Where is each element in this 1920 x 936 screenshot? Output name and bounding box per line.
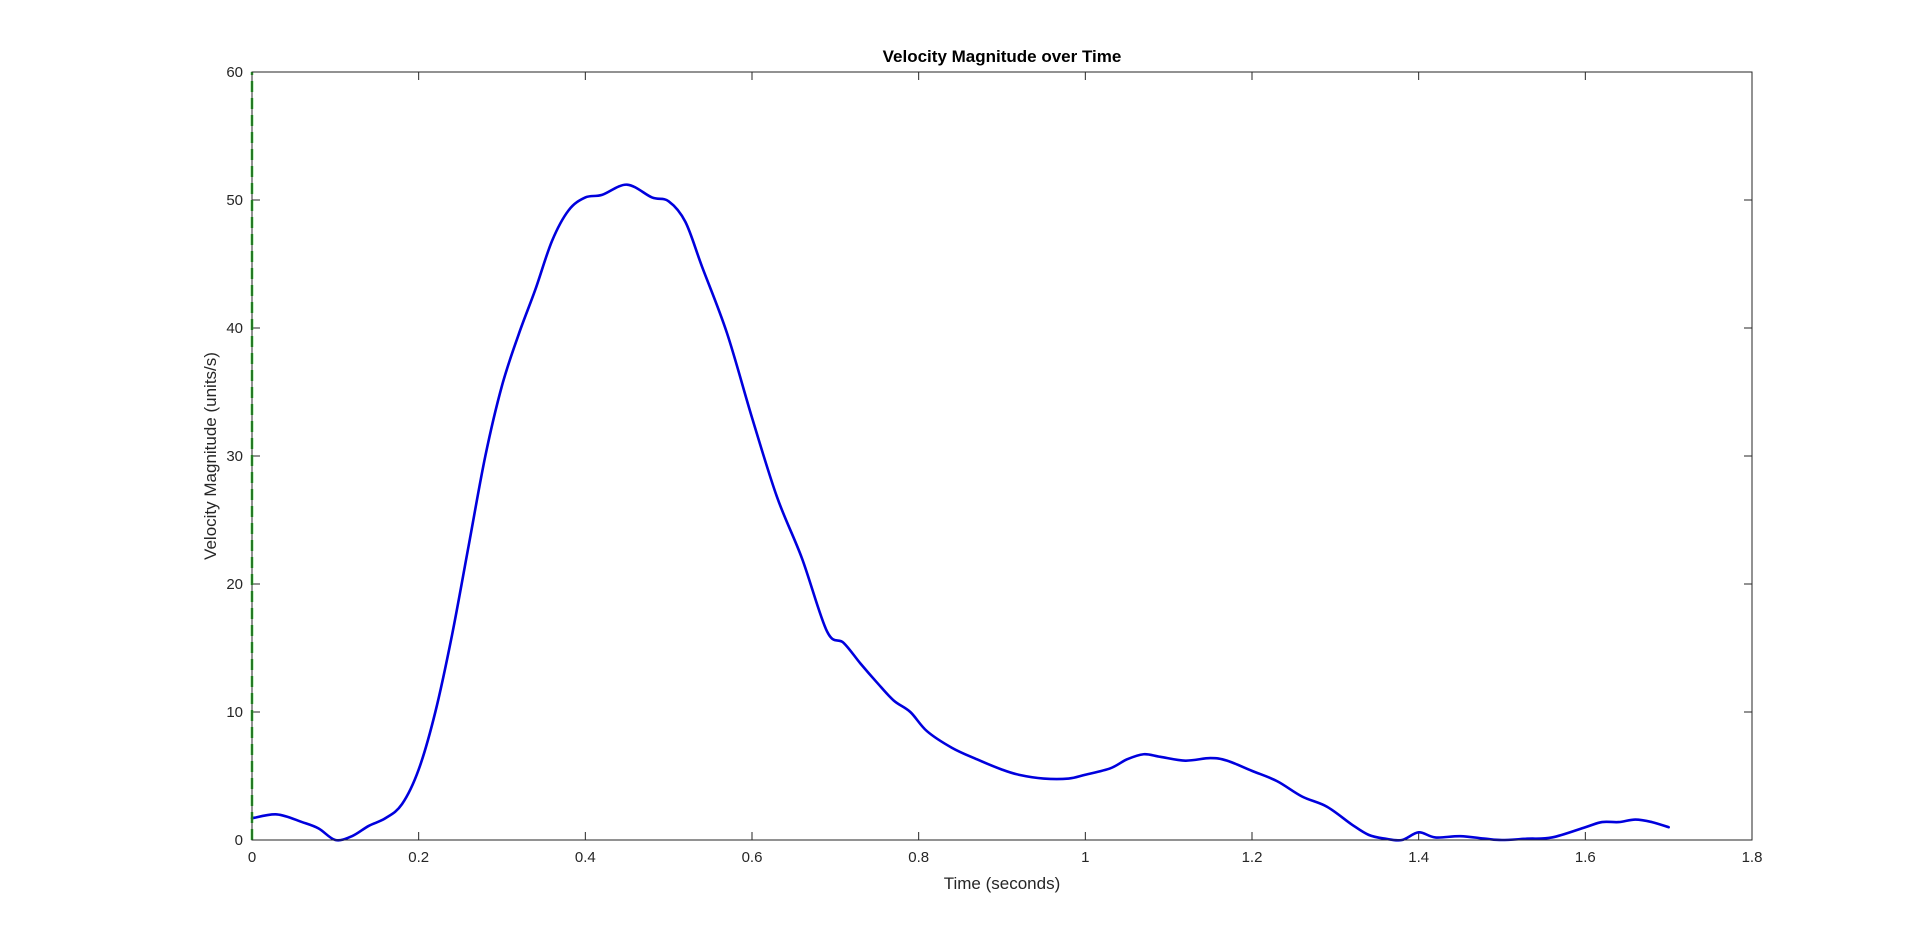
y-tick-label: 40 [226,320,243,337]
x-tick-label: 1.6 [1575,849,1596,866]
x-tick-label: 1.8 [1742,849,1763,866]
y-tick-label: 50 [226,192,243,209]
y-axis-label: Velocity Magnitude (units/s) [201,352,220,560]
y-tick-label: 0 [235,832,243,849]
tick-marks [251,71,1753,841]
chart-title: Velocity Magnitude over Time [883,47,1122,66]
plot-area [252,72,1752,840]
x-tick-label: 1.2 [1242,849,1263,866]
y-tick-label: 20 [226,576,243,593]
axes-box [251,71,1753,841]
x-tick-label: 0.2 [408,849,429,866]
y-tick-label: 10 [226,704,243,721]
x-tick-label: 0.4 [575,849,596,866]
x-tick-label: 0.8 [908,849,929,866]
y-tick-label: 30 [226,448,243,465]
x-tick-label: 1.4 [1408,849,1429,866]
tick-labels: 0 0.2 0.4 0.6 0.8 1 1.2 1.4 1.6 1.8 0 10 20 30 40 50 60 [226,64,1762,866]
x-tick-label: 0.6 [742,849,763,866]
x-tick-label: 1 [1081,849,1089,866]
velocity-series-line [250,183,1670,842]
y-tick-label: 60 [226,64,243,81]
x-axis-label: Time (seconds) [944,874,1061,893]
x-tick-label: 0 [248,849,256,866]
